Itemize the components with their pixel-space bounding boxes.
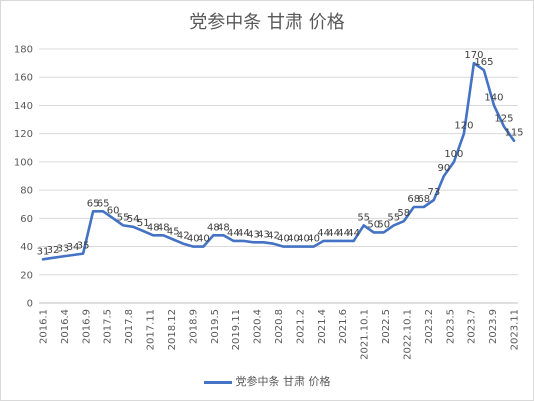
- data-label: 50: [367, 219, 380, 230]
- x-tick-label: 2017.8: [124, 309, 135, 344]
- series-line: [41, 61, 516, 261]
- data-label: 45: [167, 227, 180, 238]
- data-label: 40: [197, 234, 210, 245]
- data-label: 65: [97, 198, 110, 209]
- data-label: 54: [127, 214, 140, 225]
- data-label: 68: [407, 194, 420, 205]
- data-label: 120: [454, 121, 473, 132]
- y-tick-label: 120: [14, 129, 33, 140]
- data-label: 55: [357, 212, 370, 223]
- data-label: 44: [227, 228, 240, 239]
- data-label: 44: [337, 228, 350, 239]
- data-label: 48: [217, 222, 230, 233]
- legend-label: 党参中条 甘肃 价格: [235, 375, 331, 388]
- x-axis: 2016.1 2016.4 2016.9 2017.5 2017.8 2017.11 201…: [39, 309, 521, 360]
- x-tick-label: 2018.12: [167, 309, 178, 350]
- gridlines: [39, 48, 518, 304]
- x-tick-label: 2020.8: [274, 309, 285, 344]
- data-label: 60: [107, 205, 120, 216]
- chart-title: 党参中条 甘肃 价格: [189, 12, 345, 33]
- data-label: 48: [147, 222, 160, 233]
- data-label: 48: [207, 222, 220, 233]
- x-tick-label: 2022.5: [381, 309, 392, 344]
- x-tick-label: 2023.7: [467, 309, 478, 344]
- data-label: 33: [57, 243, 70, 254]
- y-tick-label: 0: [27, 299, 33, 310]
- data-label: 100: [444, 149, 463, 160]
- data-label: 65: [87, 198, 100, 209]
- x-tick-label: 2023.11: [510, 309, 521, 350]
- data-label: 40: [297, 234, 310, 245]
- data-label: 44: [327, 228, 340, 239]
- data-label: 31: [37, 246, 50, 257]
- x-tick-label: 2021.10.1: [360, 309, 371, 360]
- data-label: 170: [464, 50, 483, 61]
- data-label: 43: [257, 229, 270, 240]
- data-label: 48: [157, 222, 170, 233]
- x-tick-label: 2023.5: [445, 309, 456, 344]
- y-tick-label: 100: [14, 157, 33, 168]
- data-label: 55: [117, 212, 130, 223]
- x-tick-label: 2021.6: [338, 309, 349, 344]
- x-tick-label: 2017.5: [103, 309, 114, 344]
- y-tick-label: 140: [14, 101, 33, 112]
- x-tick-label: 2021.4: [317, 309, 328, 344]
- data-label: 32: [47, 245, 60, 256]
- x-tick-label: 2016.9: [81, 309, 92, 344]
- data-label: 40: [187, 234, 200, 245]
- data-label: 44: [317, 228, 330, 239]
- legend: 党参中条 甘肃 价格: [1, 373, 533, 389]
- x-tick-label: 2020.4: [253, 309, 264, 344]
- y-axis: 0 20 40 60 80 100 120 140 160 180: [14, 45, 33, 310]
- y-tick-label: 160: [14, 73, 33, 84]
- data-labels: 3132333435656560555451484845424040484844…: [37, 50, 524, 257]
- data-label: 40: [307, 234, 320, 245]
- data-label: 40: [287, 234, 300, 245]
- data-label: 44: [347, 228, 360, 239]
- y-tick-label: 60: [20, 214, 33, 225]
- data-label: 51: [137, 218, 150, 229]
- x-tick-label: 2016.4: [60, 309, 71, 344]
- series-layer: [41, 61, 516, 261]
- y-tick-label: 80: [20, 186, 33, 197]
- data-label: 73: [427, 187, 440, 198]
- data-label: 50: [377, 219, 390, 230]
- data-label: 165: [474, 57, 493, 68]
- x-tick-label: 2017.11: [146, 309, 157, 350]
- x-tick-label: 2019.5: [210, 309, 221, 344]
- data-label: 43: [247, 229, 260, 240]
- data-label: 44: [237, 228, 250, 239]
- x-tick-label: 2016.1: [39, 309, 50, 344]
- data-label: 125: [494, 114, 513, 125]
- legend-swatch: [203, 380, 232, 384]
- y-tick-label: 40: [20, 242, 33, 253]
- data-label: 40: [277, 234, 290, 245]
- data-label: 90: [437, 163, 450, 174]
- data-label: 58: [397, 208, 410, 219]
- x-tick-label: 2021.2: [295, 309, 306, 344]
- data-label: 42: [267, 231, 280, 242]
- x-tick-label: 2022.10.1: [402, 309, 413, 360]
- x-tick-label: 2018.9: [188, 309, 199, 344]
- data-label: 115: [504, 128, 523, 139]
- y-tick-label: 20: [20, 270, 33, 281]
- x-tick-label: 2023.9: [488, 309, 499, 344]
- x-tick-label: 2019.11: [231, 309, 242, 350]
- y-tick-label: 180: [14, 45, 33, 56]
- x-tick-label: 2023.2: [424, 309, 435, 344]
- data-label: 34: [67, 242, 80, 253]
- data-label: 140: [484, 92, 503, 103]
- data-label: 68: [417, 194, 430, 205]
- data-label: 42: [177, 231, 190, 242]
- data-label: 35: [77, 241, 90, 252]
- data-label: 55: [387, 212, 400, 223]
